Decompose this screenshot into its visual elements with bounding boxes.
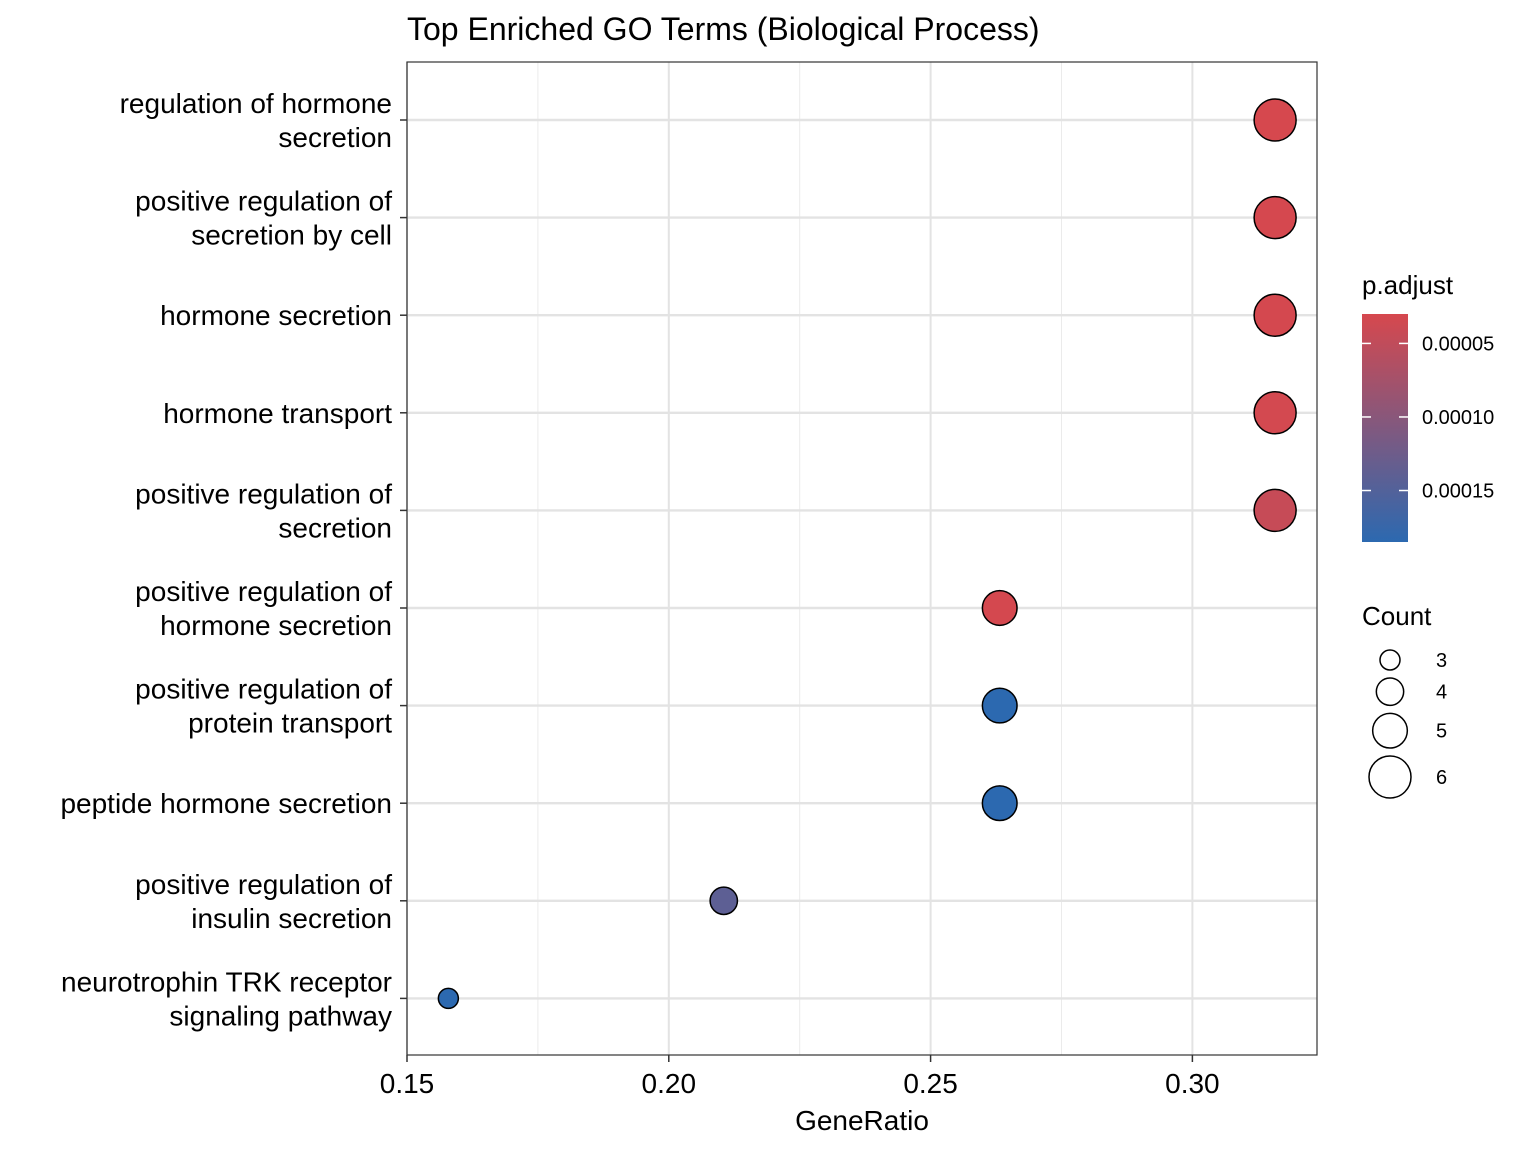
size-legend-entries: 3 4 5 6 bbox=[1368, 649, 1447, 799]
y-tick-label-line: signaling pathway bbox=[169, 1000, 392, 1031]
y-tick-label-line: protein transport bbox=[188, 708, 392, 739]
chart-title: Top Enriched GO Terms (Biological Proces… bbox=[407, 11, 1040, 47]
color-legend-tick-label: 0.00015 bbox=[1422, 481, 1494, 503]
y-tick-label: regulation of hormone secretion bbox=[120, 88, 392, 153]
y-tick-label: positive regulation of protein transport bbox=[135, 674, 392, 739]
size-legend-key bbox=[1368, 755, 1412, 799]
y-tick-label-line: peptide hormone secretion bbox=[60, 788, 392, 819]
size-legend-key bbox=[1375, 677, 1405, 707]
y-tick-label-line: positive regulation of bbox=[135, 674, 392, 705]
size-legend-label: 4 bbox=[1436, 682, 1447, 704]
y-tick-label-line: neurotrophin TRK receptor bbox=[61, 966, 392, 997]
data-point[interactable] bbox=[1253, 488, 1297, 533]
size-legend-key bbox=[1379, 649, 1401, 671]
data-point[interactable] bbox=[1253, 391, 1297, 435]
size-legend: Count 3 4 5 6 bbox=[1362, 601, 1447, 799]
y-tick-label-line: hormone secretion bbox=[160, 300, 392, 331]
size-legend-label: 5 bbox=[1436, 721, 1447, 743]
y-tick-label-line: hormone secretion bbox=[160, 610, 392, 641]
y-tick-label: peptide hormone secretion bbox=[60, 788, 392, 819]
x-axis: 0.15 0.20 0.25 0.30 bbox=[380, 1055, 1220, 1099]
y-tick-label-line: positive regulation of bbox=[135, 478, 392, 509]
color-legend: p.adjust 0.00005 0.00010 0.00015 bbox=[1362, 270, 1494, 542]
y-tick-label: positive regulation of secretion by cell bbox=[135, 186, 392, 251]
x-tick-label: 0.20 bbox=[642, 1068, 697, 1099]
data-point[interactable] bbox=[1253, 293, 1297, 337]
y-tick-label-line: secretion bbox=[278, 122, 392, 153]
y-tick-label-line: positive regulation of bbox=[135, 186, 392, 217]
size-legend-title: Count bbox=[1362, 601, 1432, 631]
y-tick-label: positive regulation of insulin secretion bbox=[135, 869, 392, 934]
y-tick-label-line: hormone transport bbox=[163, 398, 392, 429]
x-axis-label: GeneRatio bbox=[795, 1105, 929, 1136]
x-tick-label: 0.30 bbox=[1165, 1068, 1220, 1099]
data-point[interactable] bbox=[1253, 98, 1297, 142]
color-legend-tick-label: 0.00010 bbox=[1422, 407, 1494, 429]
y-tick-label-line: secretion bbox=[278, 512, 392, 543]
y-tick-label-line: insulin secretion bbox=[191, 903, 392, 934]
points-layer bbox=[437, 98, 1297, 1010]
size-legend-key bbox=[1371, 712, 1409, 749]
y-tick-label: neurotrophin TRK receptor signaling pathw… bbox=[61, 966, 392, 1031]
data-point[interactable] bbox=[981, 785, 1018, 822]
color-legend-ticks: 0.00005 0.00010 0.00015 bbox=[1362, 333, 1494, 503]
data-point[interactable] bbox=[437, 987, 460, 1010]
data-point[interactable] bbox=[981, 687, 1018, 724]
data-point[interactable] bbox=[709, 886, 739, 916]
panel-border bbox=[406, 61, 1318, 1056]
y-tick-label-line: regulation of hormone bbox=[120, 88, 392, 119]
y-tick-label: positive regulation of hormone secretion bbox=[135, 576, 392, 641]
color-legend-bar bbox=[1362, 314, 1408, 542]
y-tick-label-line: positive regulation of bbox=[135, 576, 392, 607]
grid-layer bbox=[406, 62, 1317, 1055]
data-point[interactable] bbox=[1253, 195, 1297, 240]
color-legend-title: p.adjust bbox=[1362, 270, 1454, 300]
size-legend-label: 3 bbox=[1436, 650, 1447, 672]
color-legend-tick-label: 0.00005 bbox=[1422, 333, 1494, 355]
y-tick-label-line: positive regulation of bbox=[135, 869, 392, 900]
x-tick-label: 0.15 bbox=[380, 1068, 435, 1099]
x-tick-label: 0.25 bbox=[903, 1068, 958, 1099]
data-point[interactable] bbox=[981, 589, 1018, 627]
size-legend-label: 6 bbox=[1436, 767, 1447, 789]
y-tick-label-line: secretion by cell bbox=[191, 220, 392, 251]
y-tick-label: hormone secretion bbox=[160, 300, 392, 331]
y-tick-label: positive regulation of secretion bbox=[135, 478, 392, 543]
y-tick-label: hormone transport bbox=[163, 398, 392, 429]
